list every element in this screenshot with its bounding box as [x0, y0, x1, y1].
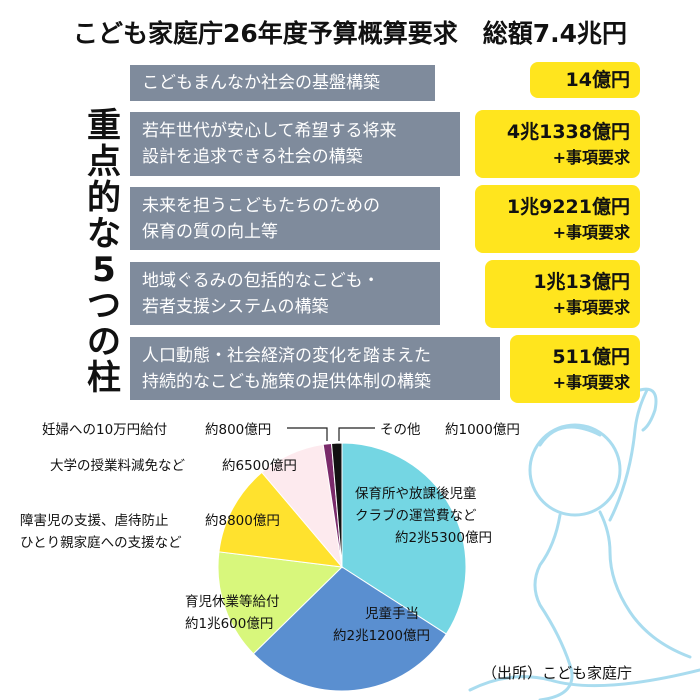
pie-slice [217, 551, 344, 655]
source: （出所）こども家庭庁 [482, 664, 633, 682]
pillar-amount: 14億円 [565, 68, 630, 91]
slice-value-label: 約6500億円 [222, 458, 297, 474]
pillar-text: こどもまんなか社会の基盤構築 [130, 65, 435, 101]
pie-slice [218, 471, 344, 568]
pie-slice [252, 566, 447, 692]
slice-value-label: 約1000億円 [445, 422, 520, 438]
leader-line [338, 427, 375, 441]
title: こども家庭庁26年度予算概算要求 総額7.4兆円 [72, 19, 628, 48]
slice-value-label: 約2兆1200億円 [333, 628, 430, 644]
pie-slice [341, 442, 467, 635]
slice-value-label: 約1兆600億円 [185, 616, 274, 632]
slice-value-label: 約8800億円 [205, 513, 280, 529]
slice-label: 妊婦への10万円給付 [42, 422, 168, 438]
pillar-amount: 1兆9221億円 [506, 195, 630, 218]
slice-label: 障害児の支援、虐待防止 ひとり親家庭への支援など [20, 513, 182, 551]
pillar-amount: 511億円 [552, 345, 630, 368]
slice-label: その他 [380, 422, 421, 438]
pillar-note: +事項要求 [552, 372, 630, 392]
pillar-amount-box: 4兆1338億円 +事項要求 [475, 110, 640, 178]
slice-label: 大学の授業料減免など [50, 458, 185, 474]
slice-label: 保育所や放課後児童 クラブの運営費など [355, 486, 477, 524]
pillar-note: +事項要求 [552, 147, 630, 167]
pillar-amount-box: 511億円 +事項要求 [510, 335, 640, 403]
pillar-text: 若年世代が安心して希望する将来 設計を追求できる社会の構築 [130, 112, 460, 176]
pillar-amount-box: 1兆9221億円 +事項要求 [475, 185, 640, 253]
pillar-text: 未来を担うこどもたちのための 保育の質の向上等 [130, 187, 440, 250]
slice-value-label: 約800億円 [205, 422, 272, 438]
pillar-note: +事項要求 [552, 297, 630, 317]
pillar-amount-box: 1兆13億円 +事項要求 [485, 260, 640, 328]
slice-label: 児童手当 [365, 606, 419, 622]
pillar-note: +事項要求 [552, 222, 630, 242]
slice-value-label: 約2兆5300億円 [395, 530, 492, 546]
pillar-amount-box: 14億円 [530, 62, 640, 98]
side-heading: 重点的な5つの柱 [87, 106, 121, 398]
pillar-amount: 4兆1338億円 [506, 120, 630, 143]
pillar-amount: 1兆13億円 [533, 270, 630, 293]
leader-line [287, 427, 328, 441]
pillar-text: 人口動態・社会経済の変化を踏まえた 持続的なこども施策の提供体制の構築 [130, 337, 500, 400]
pie-slice [330, 442, 343, 568]
pillar-text: 地域ぐるみの包括的なこども・ 若者支援システムの構築 [130, 262, 440, 325]
child-illustration [468, 387, 700, 700]
slice-label: 育児休業等給付 [185, 594, 280, 610]
